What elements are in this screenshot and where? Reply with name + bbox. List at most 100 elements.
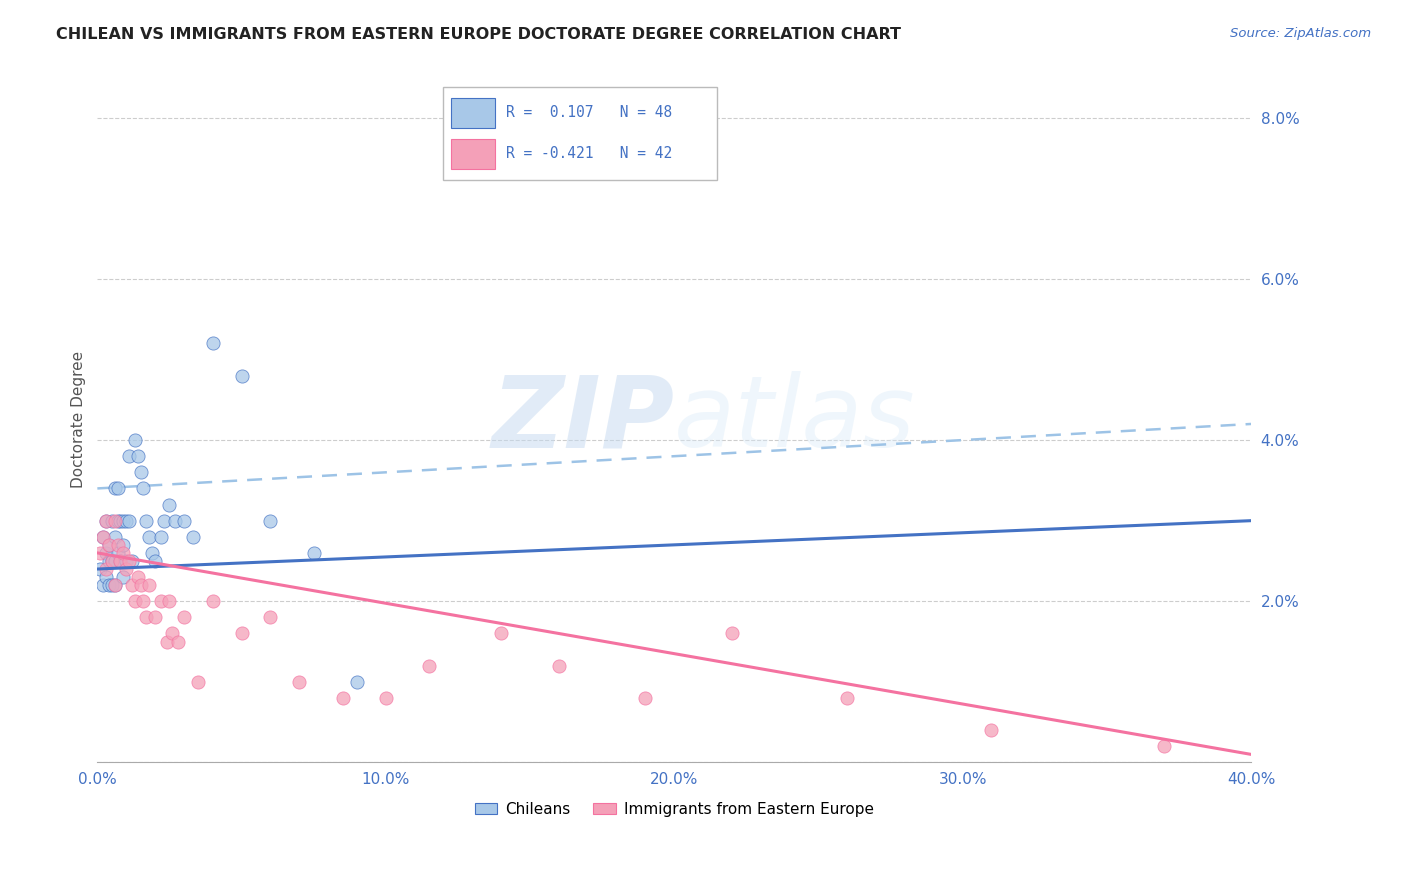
Point: [104, 554, 127, 568]
Point: [91, 578, 114, 592]
Point: [127, 570, 149, 584]
Point: [115, 554, 138, 568]
Point: [94, 546, 117, 560]
Point: [118, 554, 141, 568]
Point: [132, 594, 155, 608]
Point: [115, 514, 138, 528]
Point: [118, 449, 141, 463]
Point: [121, 554, 143, 568]
Point: [110, 554, 132, 568]
Point: [201, 336, 224, 351]
Point: [112, 538, 135, 552]
Point: [302, 546, 325, 560]
Point: [115, 562, 138, 576]
Point: [143, 610, 166, 624]
Point: [149, 530, 172, 544]
Point: [173, 610, 195, 624]
Point: [112, 570, 135, 584]
Point: [138, 530, 160, 544]
Point: [162, 626, 184, 640]
Point: [100, 554, 122, 568]
Point: [94, 514, 117, 528]
Point: [107, 546, 129, 560]
Point: [489, 626, 512, 640]
Point: [112, 514, 135, 528]
Point: [259, 514, 281, 528]
Point: [94, 514, 117, 528]
Point: [107, 538, 129, 552]
Point: [129, 466, 152, 480]
Point: [107, 482, 129, 496]
Point: [143, 554, 166, 568]
Bar: [451, 98, 495, 128]
Text: ZIP: ZIP: [491, 371, 675, 468]
Point: [135, 514, 157, 528]
Point: [187, 674, 209, 689]
Point: [141, 546, 163, 560]
Point: [112, 546, 135, 560]
Point: [121, 578, 143, 592]
Point: [104, 578, 127, 592]
Point: [837, 690, 859, 705]
Point: [104, 578, 127, 592]
Legend: Chileans, Immigrants from Eastern Europe: Chileans, Immigrants from Eastern Europe: [468, 796, 880, 823]
Point: [110, 514, 132, 528]
Point: [259, 610, 281, 624]
Point: [89, 562, 111, 576]
Point: [1153, 739, 1175, 754]
Point: [547, 658, 569, 673]
Point: [374, 690, 396, 705]
Point: [100, 554, 122, 568]
Point: [231, 626, 253, 640]
Point: [201, 594, 224, 608]
Point: [181, 530, 204, 544]
Point: [721, 626, 744, 640]
Point: [124, 433, 146, 447]
Point: [288, 674, 311, 689]
Point: [149, 594, 172, 608]
Point: [97, 578, 120, 592]
Point: [332, 690, 354, 705]
Point: [100, 578, 122, 592]
Point: [97, 554, 120, 568]
Bar: [451, 139, 495, 169]
Point: [132, 482, 155, 496]
Point: [173, 514, 195, 528]
Point: [138, 578, 160, 592]
Point: [118, 514, 141, 528]
Point: [97, 538, 120, 552]
Text: R =  0.107   N = 48: R = 0.107 N = 48: [506, 105, 672, 120]
Point: [159, 498, 181, 512]
Point: [634, 690, 657, 705]
Y-axis label: Doctorate Degree: Doctorate Degree: [72, 351, 86, 489]
Point: [231, 368, 253, 383]
Point: [104, 482, 127, 496]
Point: [167, 634, 190, 648]
Point: [104, 514, 127, 528]
Point: [418, 658, 440, 673]
Point: [346, 674, 368, 689]
Point: [110, 554, 132, 568]
Point: [100, 514, 122, 528]
Point: [94, 570, 117, 584]
Point: [980, 723, 1002, 738]
Point: [135, 610, 157, 624]
Point: [91, 530, 114, 544]
Point: [124, 594, 146, 608]
Text: CHILEAN VS IMMIGRANTS FROM EASTERN EUROPE DOCTORATE DEGREE CORRELATION CHART: CHILEAN VS IMMIGRANTS FROM EASTERN EUROP…: [56, 27, 901, 42]
FancyBboxPatch shape: [443, 87, 717, 180]
Point: [107, 514, 129, 528]
Text: Source: ZipAtlas.com: Source: ZipAtlas.com: [1230, 27, 1371, 40]
Point: [104, 530, 127, 544]
Point: [94, 562, 117, 576]
Point: [155, 634, 177, 648]
Point: [165, 514, 187, 528]
Point: [129, 578, 152, 592]
Point: [91, 530, 114, 544]
Text: atlas: atlas: [675, 371, 915, 468]
Point: [89, 546, 111, 560]
Text: R = -0.421   N = 42: R = -0.421 N = 42: [506, 146, 672, 161]
Point: [159, 594, 181, 608]
Point: [97, 538, 120, 552]
Point: [152, 514, 174, 528]
